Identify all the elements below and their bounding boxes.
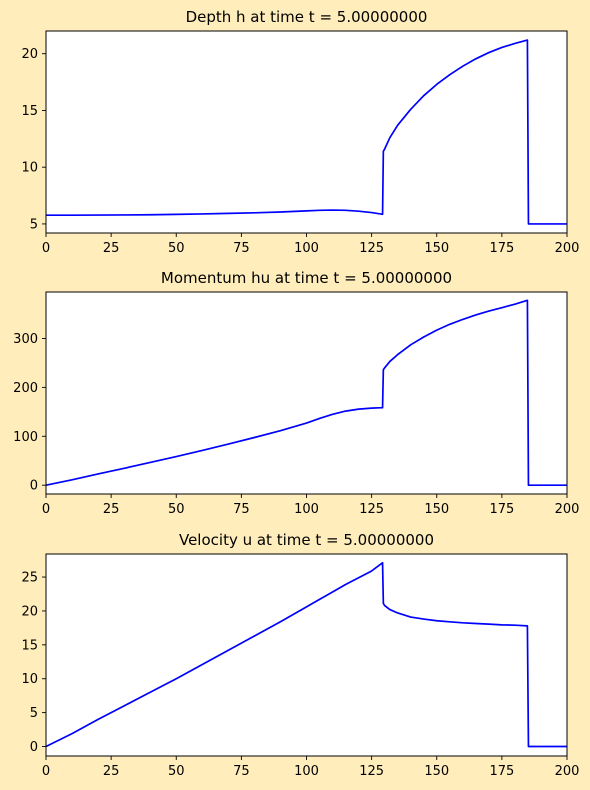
x-tick-label: 100 xyxy=(294,241,319,256)
plot-area xyxy=(46,292,567,494)
y-tick-label: 25 xyxy=(21,571,38,586)
y-tick-label: 5 xyxy=(30,217,38,232)
series-line xyxy=(46,39,567,225)
x-tick-label: 175 xyxy=(489,241,514,256)
plot-area xyxy=(46,31,567,233)
x-tick-label: 150 xyxy=(424,241,449,256)
y-tick-label: 20 xyxy=(21,604,38,619)
x-tick-label: 75 xyxy=(233,502,250,517)
axes-frame xyxy=(45,553,568,757)
x-tick-label: 25 xyxy=(103,241,120,256)
series-line xyxy=(45,561,567,748)
x-tick-label: 0 xyxy=(42,241,50,256)
x-tick-label: 50 xyxy=(168,241,185,256)
y-tick-label: 5 xyxy=(30,706,38,721)
chart-title: Momentum hu at time t = 5.00000000 xyxy=(161,269,452,287)
y-tick-label: 0 xyxy=(30,479,38,494)
x-tick-label: 125 xyxy=(359,502,384,517)
y-tick-label: 300 xyxy=(13,332,38,347)
x-tick-label: 50 xyxy=(168,502,185,517)
axes-frame xyxy=(45,291,568,495)
y-tick-label: 10 xyxy=(21,161,38,176)
y-tick-label: 15 xyxy=(21,638,38,653)
plot-area xyxy=(46,554,567,756)
y-tick-label: 15 xyxy=(21,104,38,119)
x-tick-label: 0 xyxy=(42,764,50,779)
x-tick-label: 125 xyxy=(359,764,384,779)
x-tick-label: 100 xyxy=(294,502,319,517)
x-tick-label: 125 xyxy=(359,241,384,256)
chart-panel-2: Momentum hu at time t = 5.00000000 0 25 50 7… xyxy=(13,269,579,517)
x-tick-label: 25 xyxy=(103,502,120,517)
x-tick-label: 75 xyxy=(233,241,250,256)
chart-title: Depth h at time t = 5.00000000 xyxy=(186,8,428,26)
x-tick-label: 25 xyxy=(103,764,120,779)
chart-panel-1: Depth h at time t = 5.00000000 0 25 50 75 100… xyxy=(21,8,579,256)
chart-title: Velocity u at time t = 5.00000000 xyxy=(179,531,434,549)
x-tick-label: 200 xyxy=(555,502,580,517)
y-tick-label: 200 xyxy=(13,381,38,396)
x-tick-label: 100 xyxy=(294,764,319,779)
x-tick-label: 75 xyxy=(233,764,250,779)
y-tick-label: 10 xyxy=(21,672,38,687)
x-tick-label: 150 xyxy=(424,764,449,779)
x-tick-label: 175 xyxy=(489,502,514,517)
y-tick-label: 20 xyxy=(21,47,38,62)
y-tick-label: 100 xyxy=(13,430,38,445)
x-tick-label: 200 xyxy=(555,241,580,256)
x-tick-label: 175 xyxy=(489,764,514,779)
x-tick-label: 0 xyxy=(42,502,50,517)
x-tick-label: 150 xyxy=(424,502,449,517)
y-tick-label: 0 xyxy=(30,740,38,755)
x-tick-label: 50 xyxy=(168,764,185,779)
axes-frame xyxy=(45,30,568,234)
series-line xyxy=(45,299,567,487)
x-tick-label: 200 xyxy=(555,764,580,779)
